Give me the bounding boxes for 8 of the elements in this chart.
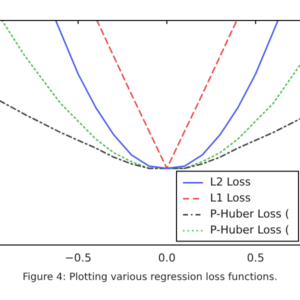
x-tick-label: −0.5 [64,251,92,264]
x-tick-label: 0.5 [246,251,264,264]
caption: Figure 4: Plotting various regression loss functions. [22,272,278,283]
legend-label: L2 Loss [210,176,252,189]
legend-label: L1 Loss [210,192,252,205]
legend-label: P-Huber Loss ( [210,224,290,237]
x-tick-label: 0.0 [158,251,176,264]
legend-label: P-Huber Loss ( [210,208,290,221]
